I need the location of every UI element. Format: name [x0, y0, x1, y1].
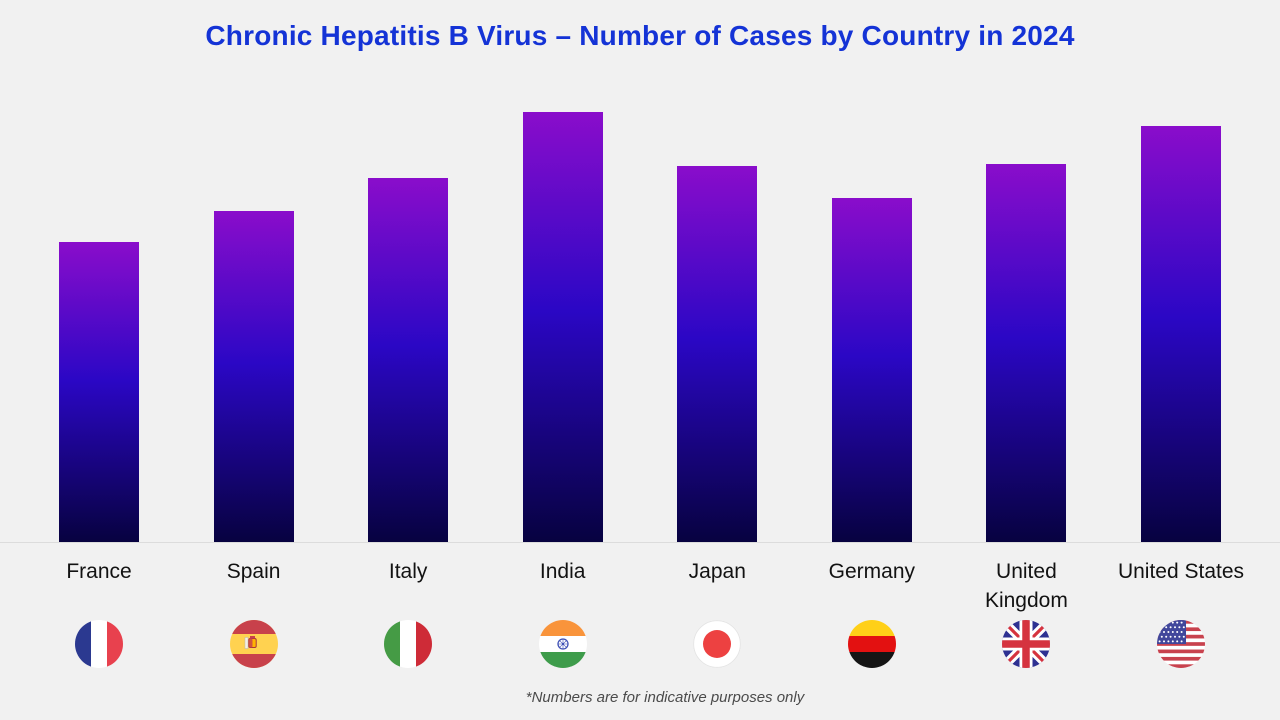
category-label-france: France [66, 560, 132, 583]
bar-spain [213, 211, 294, 542]
category-label-italy: Italy [388, 560, 428, 583]
category-label-spain: Spain [226, 560, 281, 583]
category-label-united-kingdom: United Kingdom [984, 560, 1068, 612]
bar-france [59, 242, 139, 542]
bar-united-states [1140, 126, 1221, 542]
india-flag-icon [538, 620, 587, 668]
footnote: *Numbers are for indicative purposes onl… [525, 689, 805, 706]
bar-italy [368, 178, 449, 542]
united-kingdom-flag-icon [1002, 620, 1051, 668]
spain-flag-icon [229, 620, 278, 668]
france-flag-icon [75, 620, 123, 668]
category-label-india: India [539, 560, 586, 583]
category-label-united-states: United States [1117, 560, 1245, 583]
bar-india [522, 112, 603, 542]
category-label-japan: Japan [688, 560, 746, 583]
japan-flag-icon [693, 620, 742, 668]
page-title: Chronic Hepatitis B Virus – Number of Ca… [205, 20, 1075, 51]
bar-japan [677, 166, 758, 542]
bar-germany [831, 198, 912, 542]
category-label-germany: Germany [828, 560, 916, 583]
united-states-flag-icon [1156, 620, 1205, 668]
bar-united-kingdom [986, 164, 1067, 542]
germany-flag-icon [847, 620, 896, 668]
baseline-axis [0, 542, 1280, 543]
italy-flag-icon [384, 620, 433, 668]
